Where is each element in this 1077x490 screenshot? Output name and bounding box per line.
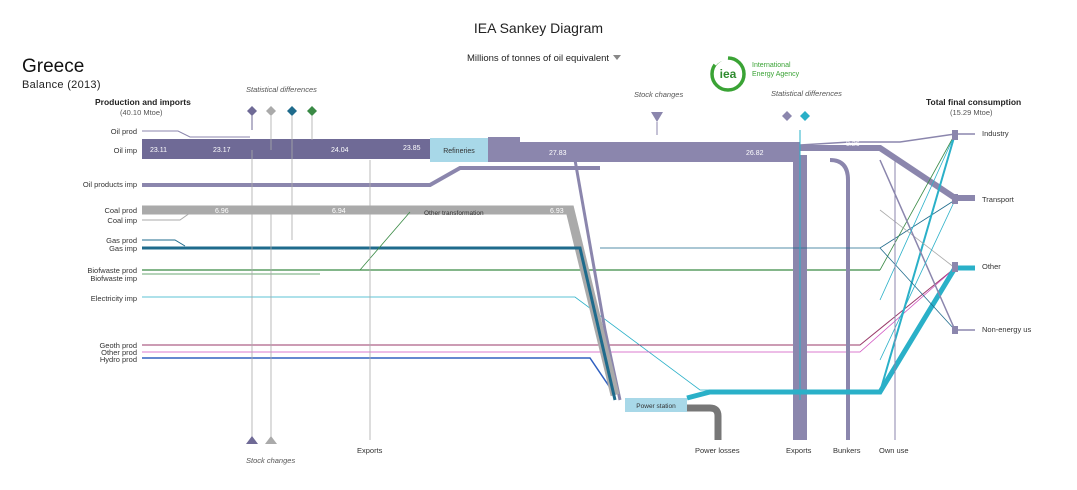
oil-power-flow[interactable] (573, 159, 622, 401)
power-station-label: Power station (636, 403, 676, 410)
source-label: Electricity imp (90, 294, 137, 303)
non-energy-flow[interactable] (879, 159, 975, 331)
gas-imp-flow[interactable] (142, 246, 617, 401)
refinery-exports-value: 26.82 (746, 150, 764, 157)
oil-products-flow[interactable] (142, 166, 600, 187)
fan-flow[interactable] (879, 247, 956, 331)
source-label: Oil products imp (82, 180, 137, 189)
sink-label: Transport (982, 195, 1014, 204)
diamond-icon[interactable] (247, 106, 257, 116)
source-label: Coal prod (104, 206, 137, 215)
sink-label: Other (982, 262, 1001, 271)
own-use-label: Own use (879, 446, 909, 455)
gas-direct-flow[interactable] (600, 199, 956, 249)
other-transformation-flow[interactable] (315, 211, 411, 271)
sink-label: Non-energy us (982, 325, 1032, 334)
refineries-node[interactable] (430, 138, 488, 162)
units-dropdown[interactable]: Millions of tonnes of oil equivalent (467, 53, 622, 64)
coal-prod-flow[interactable] (142, 205, 620, 397)
fan-flow[interactable] (879, 133, 956, 271)
coal-flow-value: 6.94 (332, 208, 346, 215)
bunkers-flow[interactable] (829, 158, 850, 440)
consumption-total: (15.29 Mtoe) (950, 108, 993, 117)
exports-left-label: Exports (357, 446, 383, 455)
stock-change-lines (251, 150, 272, 440)
units-label: Millions of tonnes of oil equivalent (467, 53, 610, 64)
other-prod-flow[interactable] (142, 267, 956, 353)
source-label: Other prod (101, 348, 137, 357)
fan-flow[interactable] (879, 199, 956, 361)
oil-flow-value: 24.04 (331, 147, 349, 154)
source-label: Coal imp (107, 216, 137, 225)
coal-flow-value: 6.93 (550, 208, 564, 215)
source-label: Oil prod (110, 127, 137, 136)
source-label: Gas imp (109, 244, 137, 253)
geoth-prod-flow[interactable] (142, 267, 956, 346)
exports-right-label: Exports (786, 446, 812, 455)
other-transformation-label: Other transformation (424, 210, 484, 217)
logo-org-line-1: International (752, 62, 791, 69)
gas-prod-flow[interactable] (142, 239, 186, 247)
production-total: (40.10 Mtoe) (120, 108, 163, 117)
chevron-down-icon (613, 55, 622, 60)
electricity-other-flow[interactable] (686, 265, 975, 401)
stock-change-triangle-icon[interactable] (651, 112, 663, 122)
fan-flow[interactable] (879, 209, 956, 269)
logo-iea-text: iea (720, 67, 737, 81)
refinery-output-value: 27.83 (549, 150, 567, 157)
source-label: Gas prod (106, 236, 137, 245)
power-losses-flow[interactable] (687, 404, 722, 440)
production-header: Production and imports (95, 97, 191, 107)
source-label: Geoth prod (99, 341, 137, 350)
hydro-prod-flow[interactable] (142, 357, 616, 396)
consumption-header: Total final consumption (926, 97, 1022, 107)
oil-flow-value: 23.11 (150, 147, 167, 154)
diamond-icon[interactable] (800, 111, 810, 121)
diamond-icon[interactable] (307, 106, 317, 116)
stat-diff-lines (270, 116, 313, 240)
oil-flow-value: 23.17 (213, 147, 231, 154)
logo-org-line-2: Energy Agency (752, 71, 800, 78)
fan-flow[interactable] (879, 133, 956, 301)
oil-flow-value: 23.85 (403, 145, 421, 152)
source-label: Biofwaste imp (90, 274, 137, 283)
oil-prod-flow[interactable] (142, 130, 250, 138)
stock-change-triangle-icon[interactable] (265, 436, 277, 444)
source-label: Hydro prod (99, 355, 137, 364)
industry-oil-flow[interactable] (799, 133, 975, 146)
transport-flow[interactable] (800, 145, 975, 201)
power-losses-label: Power losses (695, 446, 740, 455)
country-name: Greece (22, 56, 85, 77)
iea-logo: iea International Energy Agency (710, 55, 800, 92)
source-label: Biofwaste prod (87, 266, 137, 275)
stock-changes-top-label: Stock changes (634, 90, 684, 99)
electricity-imp-flow[interactable] (142, 296, 880, 391)
bunkers-label: Bunkers (833, 446, 861, 455)
refinery-top-value: 8.26 (846, 141, 860, 148)
statistical-differences-right-label: Statistical differences (771, 89, 842, 98)
page-title: IEA Sankey Diagram (473, 20, 604, 36)
statistical-differences-label: Statistical differences (246, 85, 317, 94)
sink-label: Industry (982, 129, 1009, 138)
stock-changes-bottom-label: Stock changes (246, 456, 296, 465)
diamond-icon[interactable] (266, 106, 276, 116)
diamond-icon[interactable] (782, 111, 792, 121)
stock-change-triangle-icon[interactable] (246, 436, 258, 444)
refineries-label: Refineries (443, 148, 475, 155)
balance-year: Balance (2013) (22, 79, 101, 91)
source-label: Oil imp (113, 146, 137, 155)
diamond-icon[interactable] (287, 106, 297, 116)
electricity-industry-flow[interactable] (879, 133, 956, 393)
coal-flow-value: 6.96 (215, 208, 229, 215)
power-station-node[interactable] (625, 398, 687, 412)
